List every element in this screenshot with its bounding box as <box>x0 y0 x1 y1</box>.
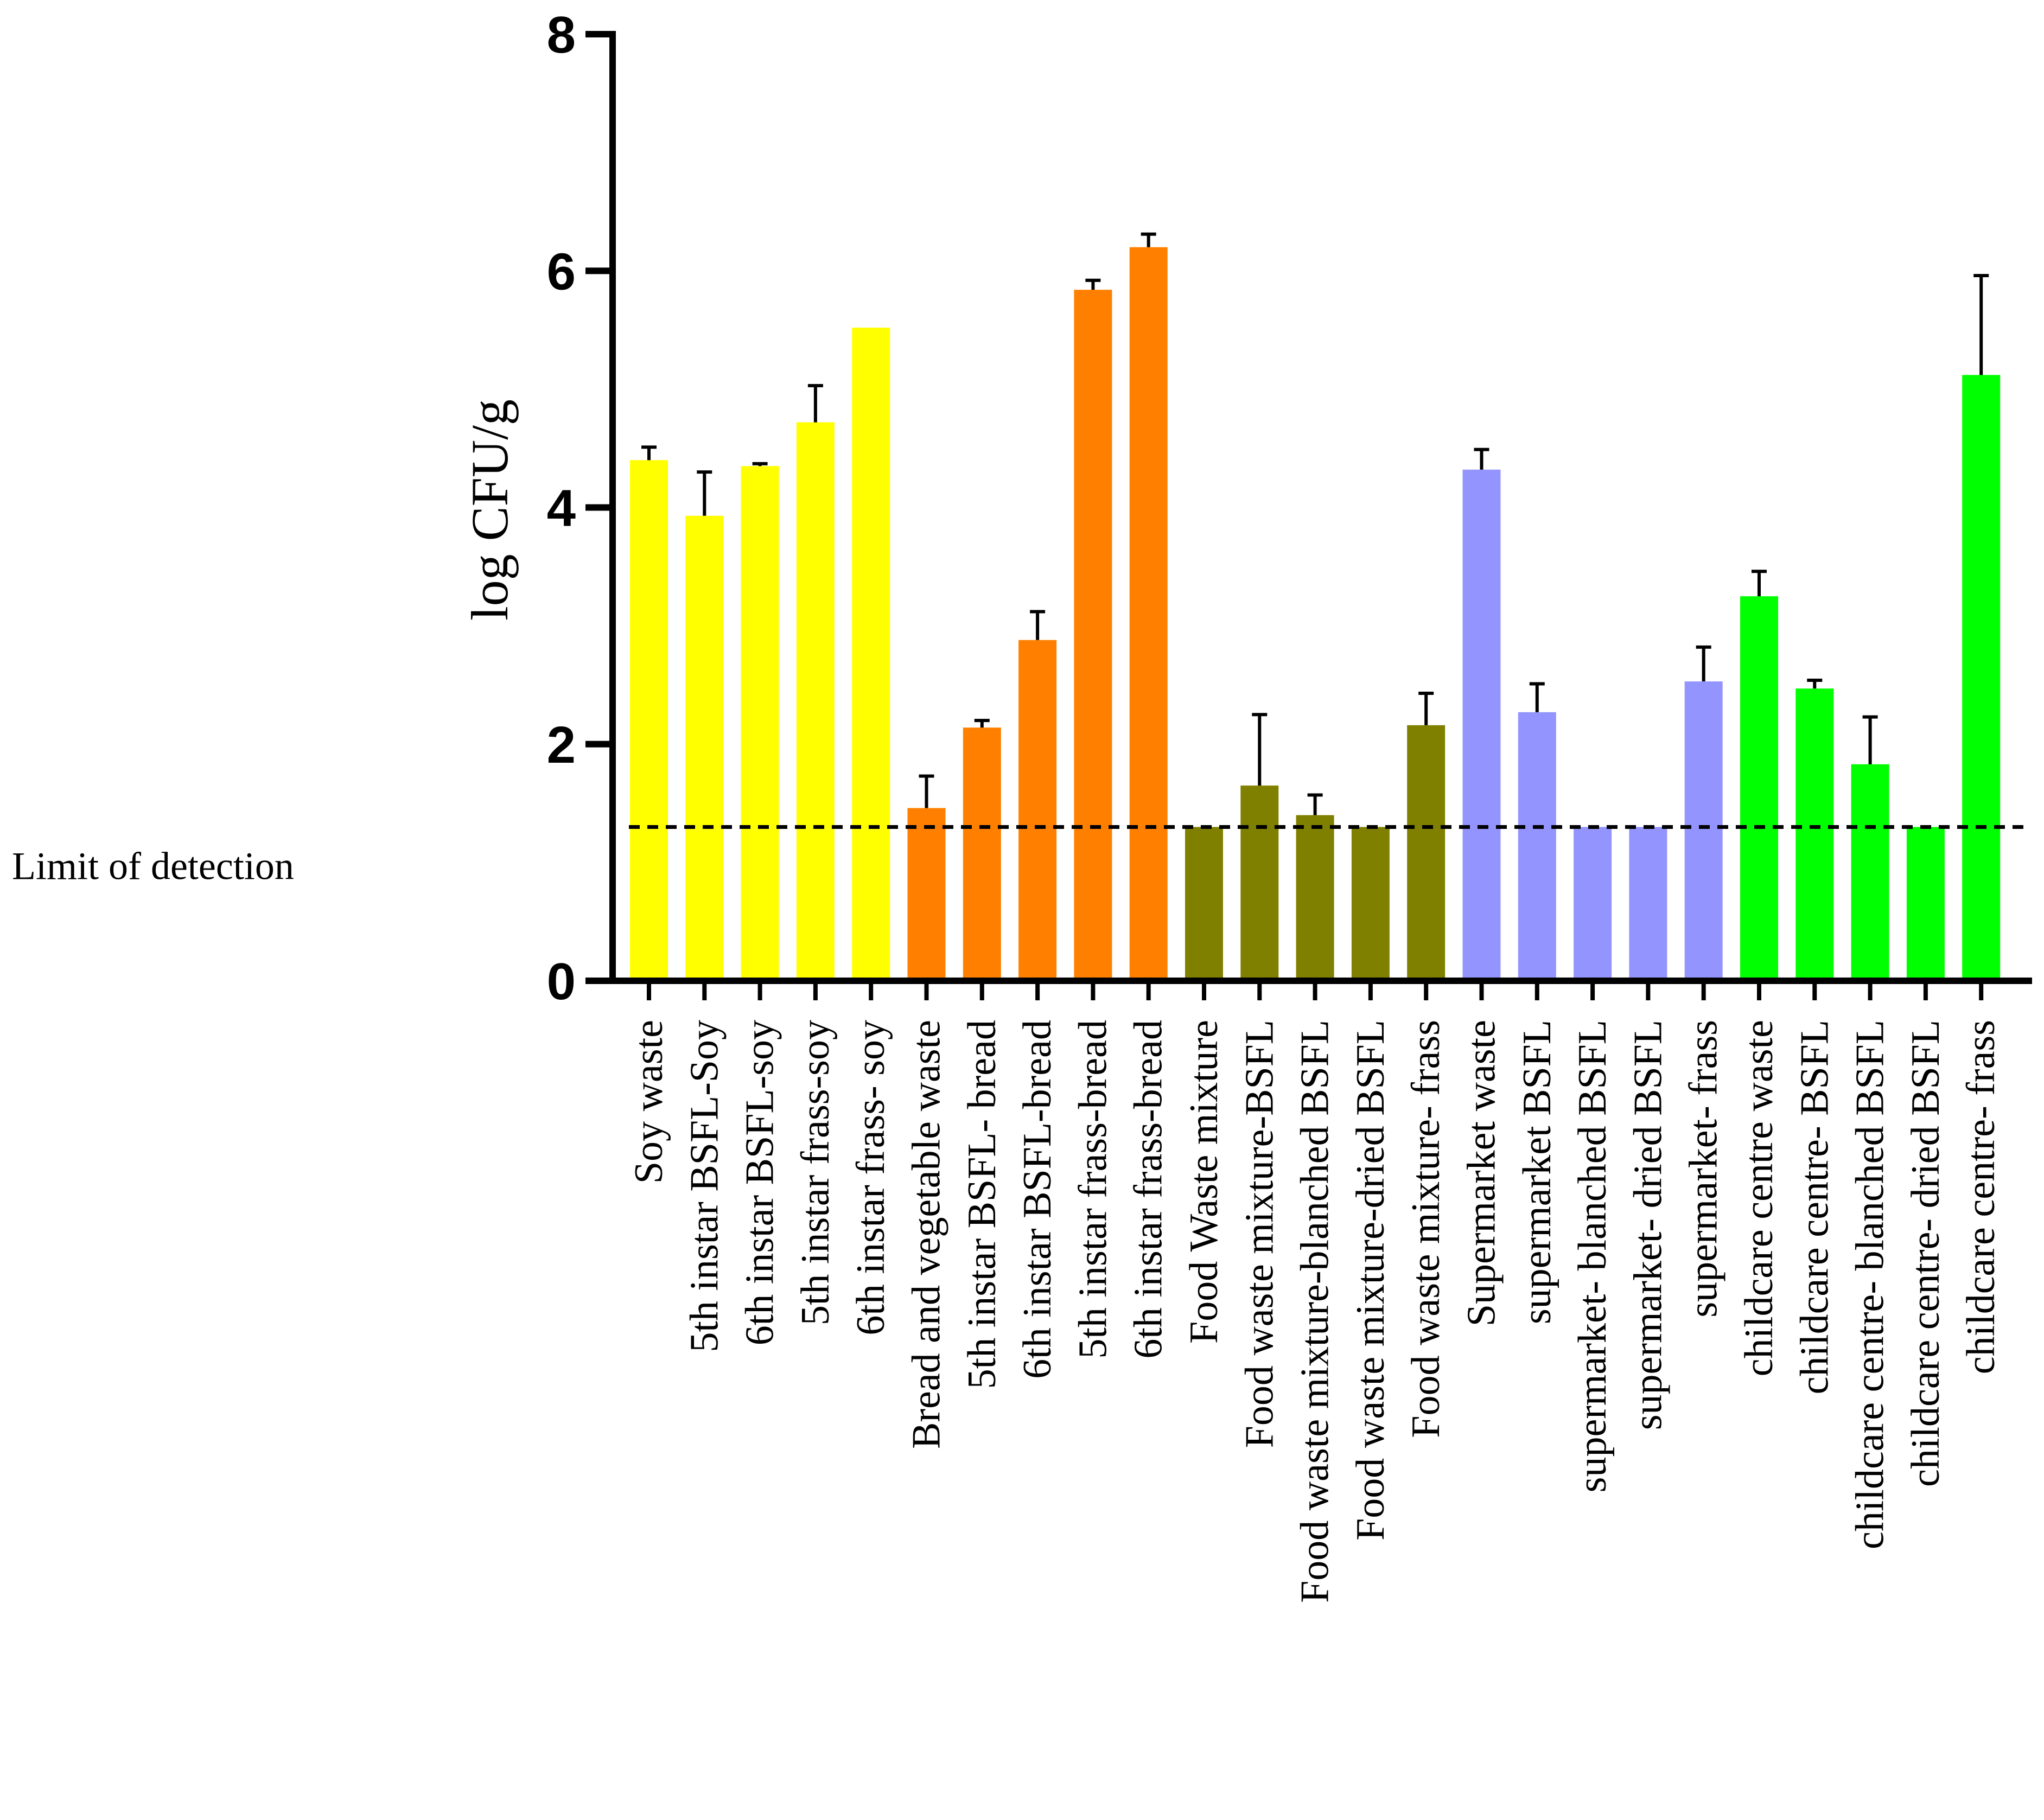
bar <box>1851 764 1889 981</box>
x-tick-label: Food Waste mixture <box>1182 1020 1226 1344</box>
x-tick-label: 6th instar frass- soy <box>849 1020 893 1336</box>
bar <box>1129 247 1168 981</box>
x-tick-label: 6th instar BSFL-bread <box>1015 1020 1060 1379</box>
x-tick-label: supermarket- dried BSFL <box>1626 1020 1670 1430</box>
bar <box>1351 827 1390 981</box>
bars-layer <box>630 247 2001 981</box>
x-tick-label: supermarket BSFL <box>1515 1020 1559 1324</box>
x-tick-label: supermarket- blanched BSFL <box>1570 1020 1615 1492</box>
bar <box>1240 786 1279 981</box>
x-tick-label: Food waste mixture-blanched BSFL <box>1293 1020 1338 1603</box>
y-tick-label: 0 <box>547 953 576 1011</box>
x-tick-label: Soy waste <box>627 1020 671 1184</box>
bar <box>1407 725 1446 981</box>
y-tick-label: 2 <box>547 716 576 774</box>
bar <box>1740 596 1778 981</box>
bar <box>741 466 779 981</box>
x-tick-label: childcare centre- dried BSFL <box>1903 1020 1948 1487</box>
bar <box>1462 469 1501 981</box>
bar <box>963 727 1001 981</box>
bar <box>1906 827 1945 981</box>
x-tick-label: 5th instar frass-bread <box>1071 1020 1115 1359</box>
limit-of-detection-label: Limit of detection <box>12 844 294 887</box>
bar <box>1074 290 1112 981</box>
bar <box>1962 375 2001 981</box>
x-tick-label: childcare centre- BSFL <box>1792 1020 1837 1394</box>
bar <box>630 460 668 981</box>
y-tick-label: 8 <box>547 6 576 64</box>
bar <box>1185 827 1223 981</box>
x-tick-label: Food waste mixture-BSFL <box>1237 1020 1282 1448</box>
x-tick-label: 6th instar frass-bread <box>1126 1020 1171 1359</box>
x-axis-ticks: Soy waste 5th instar BSFL-Soy 6th instar B… <box>627 981 2003 1603</box>
bar <box>1629 827 1667 981</box>
y-tick-label: 4 <box>547 480 576 538</box>
bar <box>907 808 946 981</box>
bar <box>1795 688 1834 981</box>
bar <box>1018 640 1057 981</box>
error-bars-layer <box>641 232 1989 815</box>
bar <box>1574 827 1612 981</box>
x-tick-label: Food waste mixture-dried BSFL <box>1348 1020 1393 1541</box>
x-tick-label: childcare centre waste <box>1737 1020 1781 1376</box>
x-tick-label: 5th instar frass-soy <box>793 1020 838 1325</box>
x-tick-label: 6th instar BSFL-soy <box>738 1020 782 1345</box>
y-axis-ticks: 0 2 4 6 8 <box>547 6 613 1011</box>
bar <box>1518 712 1556 981</box>
x-tick-label: Bread and vegetable waste <box>905 1020 949 1449</box>
x-tick-label: 5th instar BSFL-Soy <box>682 1020 727 1352</box>
x-tick-label: Supermarket waste <box>1460 1020 1504 1326</box>
y-axis-title: log CFU/g <box>461 399 519 621</box>
x-tick-label: supermarket- frass <box>1682 1020 1726 1318</box>
bar <box>685 515 724 981</box>
bar <box>1684 681 1723 981</box>
x-tick-label: childcare centre- frass <box>1959 1020 2003 1374</box>
x-tick-label: 5th instar BSFL- bread <box>960 1020 1004 1389</box>
y-tick-label: 6 <box>547 242 576 301</box>
bar <box>852 327 890 981</box>
x-tick-label: childcare centre- blanched BSFL <box>1848 1020 1893 1549</box>
bar <box>1296 815 1334 981</box>
x-tick-label: Food waste mixture- frass <box>1404 1020 1448 1438</box>
bar <box>796 422 835 981</box>
